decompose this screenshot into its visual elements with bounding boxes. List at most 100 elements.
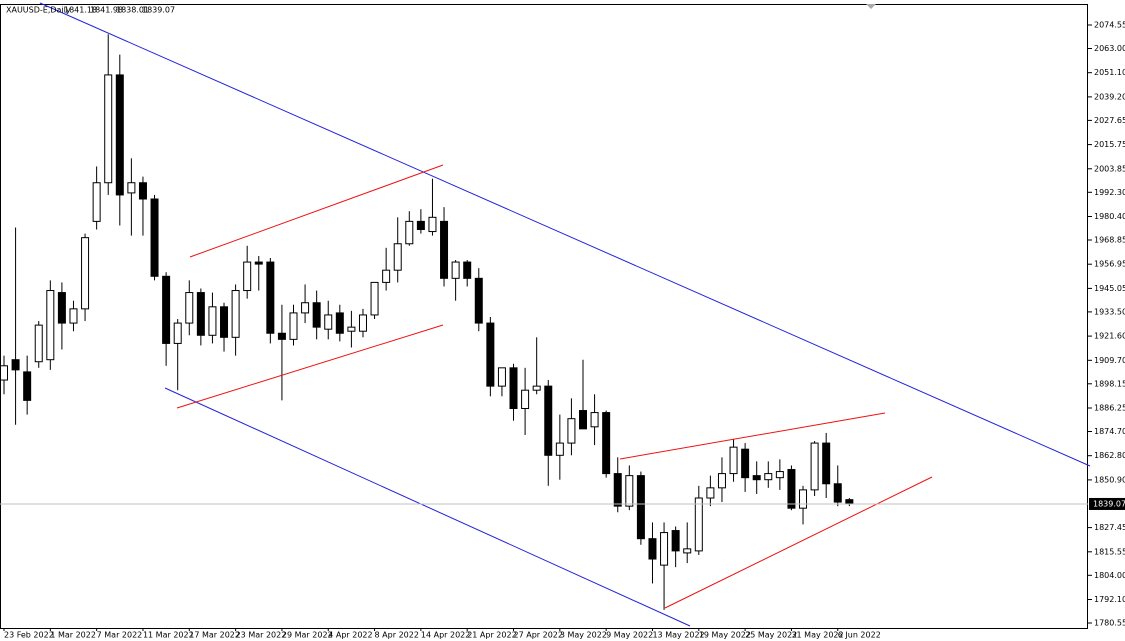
candle-body — [428, 216, 437, 233]
candle-body — [416, 220, 425, 231]
x-tick-label: 7 Mar 2022 — [97, 631, 143, 640]
candle-body — [196, 292, 205, 336]
candle-body — [23, 371, 32, 401]
candle-body — [625, 475, 634, 507]
y-tick-label: 1827.45 — [1094, 523, 1125, 532]
candle-body — [544, 385, 553, 456]
candle-body — [115, 74, 124, 196]
y-tick-label: 1874.70 — [1094, 427, 1125, 436]
red-line — [189, 164, 444, 258]
y-tick-label: 1909.70 — [1094, 356, 1125, 365]
candle-body — [277, 332, 286, 340]
red-line — [619, 412, 886, 460]
candle-body — [474, 277, 483, 324]
y-tick-label: 1792.10 — [1094, 595, 1125, 604]
candle-body — [775, 471, 784, 479]
y-tick-label: 1898.15 — [1094, 379, 1125, 388]
header-open: 1841.18 — [64, 6, 97, 15]
y-tick-label: 1968.85 — [1094, 235, 1125, 244]
y-tick-label: 2015.75 — [1094, 140, 1125, 149]
candle-body — [57, 292, 66, 324]
candle-body — [671, 530, 680, 552]
candle-body — [555, 442, 564, 456]
y-tick-label: 1945.05 — [1094, 284, 1125, 293]
candle-body — [81, 237, 90, 310]
candle-body — [764, 473, 773, 481]
candle-body — [266, 261, 275, 334]
candle-body — [694, 497, 703, 552]
candle-body — [347, 326, 356, 332]
header-low: 1838.01 — [116, 6, 149, 15]
x-tick-label: 27 Apr 2022 — [514, 631, 563, 640]
y-tick-label: 2074.55 — [1094, 20, 1125, 29]
candle-body — [486, 322, 495, 387]
x-tick-label: 17 Mar 2022 — [189, 631, 240, 640]
x-tick-label: 29 Mar 2022 — [282, 631, 333, 640]
candle-body — [810, 442, 819, 491]
candle-body — [833, 483, 842, 503]
candle-body — [69, 308, 78, 324]
x-tick-label: 19 May 2022 — [699, 631, 751, 640]
x-tick-label: 25 May 2022 — [745, 631, 797, 640]
candle-body — [648, 538, 657, 560]
candle-body — [208, 306, 217, 336]
y-tick-label: 1780.55 — [1094, 618, 1125, 627]
y-tick-label: 1980.40 — [1094, 212, 1125, 221]
x-tick-label: 13 May 2022 — [652, 631, 704, 640]
candle-body — [312, 302, 321, 328]
candle-body — [822, 442, 831, 485]
header-high: 1841.98 — [90, 6, 123, 15]
candle-body — [243, 261, 252, 292]
candle-body — [497, 367, 506, 387]
candle-body — [463, 261, 472, 279]
x-tick-label: 6 Jun 2022 — [838, 631, 881, 640]
candle-body — [220, 306, 229, 338]
candle-body — [11, 359, 20, 371]
candle-body — [254, 261, 263, 265]
candle-body — [787, 469, 796, 509]
header-close: 1839.07 — [142, 6, 175, 15]
y-tick-label: 2063.00 — [1094, 44, 1125, 53]
shift-marker — [866, 4, 876, 9]
candle-body — [162, 275, 171, 344]
candle-body — [301, 302, 310, 314]
candle-body — [579, 410, 587, 430]
candle-body — [185, 292, 194, 324]
symbol-title: XAUUSD-E,Daily — [6, 6, 71, 15]
candle-body — [683, 548, 692, 554]
candle-body — [590, 412, 599, 428]
candles — [0, 34, 854, 610]
candle-body — [752, 475, 761, 481]
x-tick-label: 23 Feb 2022 — [4, 631, 54, 640]
candle-body — [602, 412, 611, 475]
x-tick-label: 31 May 2022 — [791, 631, 843, 640]
candle-body — [127, 182, 136, 194]
x-tick-label: 3 May 2022 — [560, 631, 607, 640]
channel-lower — [164, 387, 691, 627]
candle-body — [393, 243, 402, 271]
y-tick-label: 2003.85 — [1094, 164, 1125, 173]
candle-body — [706, 487, 715, 499]
y-tick-label: 2039.20 — [1094, 92, 1125, 101]
candle-body — [289, 312, 298, 340]
candle-body — [799, 489, 808, 509]
candle-body — [370, 281, 379, 316]
candle-body — [509, 367, 518, 410]
red-line — [664, 476, 933, 609]
candle-body — [613, 473, 622, 507]
red-line — [176, 324, 444, 409]
x-tick-label: 1 Mar 2022 — [50, 631, 96, 640]
candle-body — [231, 290, 240, 338]
candle-body — [92, 182, 101, 222]
x-tick-label: 9 May 2022 — [606, 631, 653, 640]
y-tick-label: 1956.95 — [1094, 260, 1125, 269]
candle-body — [729, 446, 738, 475]
candle-body — [532, 385, 541, 391]
y-tick-label: 1804.00 — [1094, 571, 1125, 580]
candle-body — [660, 532, 669, 566]
x-tick-label: 21 Apr 2022 — [467, 631, 516, 640]
candle-body — [382, 269, 391, 283]
y-tick-label: 1862.80 — [1094, 451, 1125, 460]
candle-body — [173, 322, 182, 344]
